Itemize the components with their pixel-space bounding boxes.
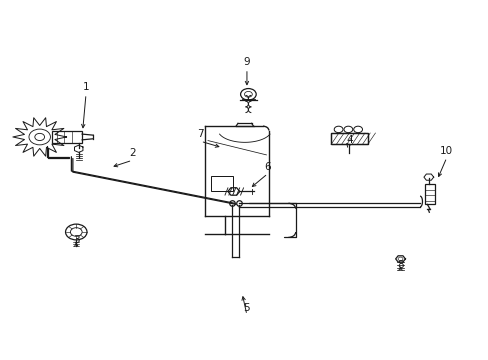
- Bar: [424, 184, 434, 204]
- Bar: [330, 133, 367, 144]
- Text: 7: 7: [197, 130, 203, 139]
- Text: 8: 8: [396, 260, 403, 270]
- Text: 2: 2: [129, 148, 135, 158]
- Bar: [52, 131, 82, 143]
- Text: 1: 1: [82, 82, 89, 92]
- Bar: [211, 176, 233, 191]
- Text: 5: 5: [243, 303, 250, 314]
- Text: 9: 9: [243, 57, 250, 67]
- Bar: [330, 133, 367, 144]
- Text: 4: 4: [346, 135, 352, 145]
- Text: 10: 10: [439, 145, 452, 156]
- Text: 3: 3: [73, 235, 80, 245]
- Text: 6: 6: [264, 162, 271, 172]
